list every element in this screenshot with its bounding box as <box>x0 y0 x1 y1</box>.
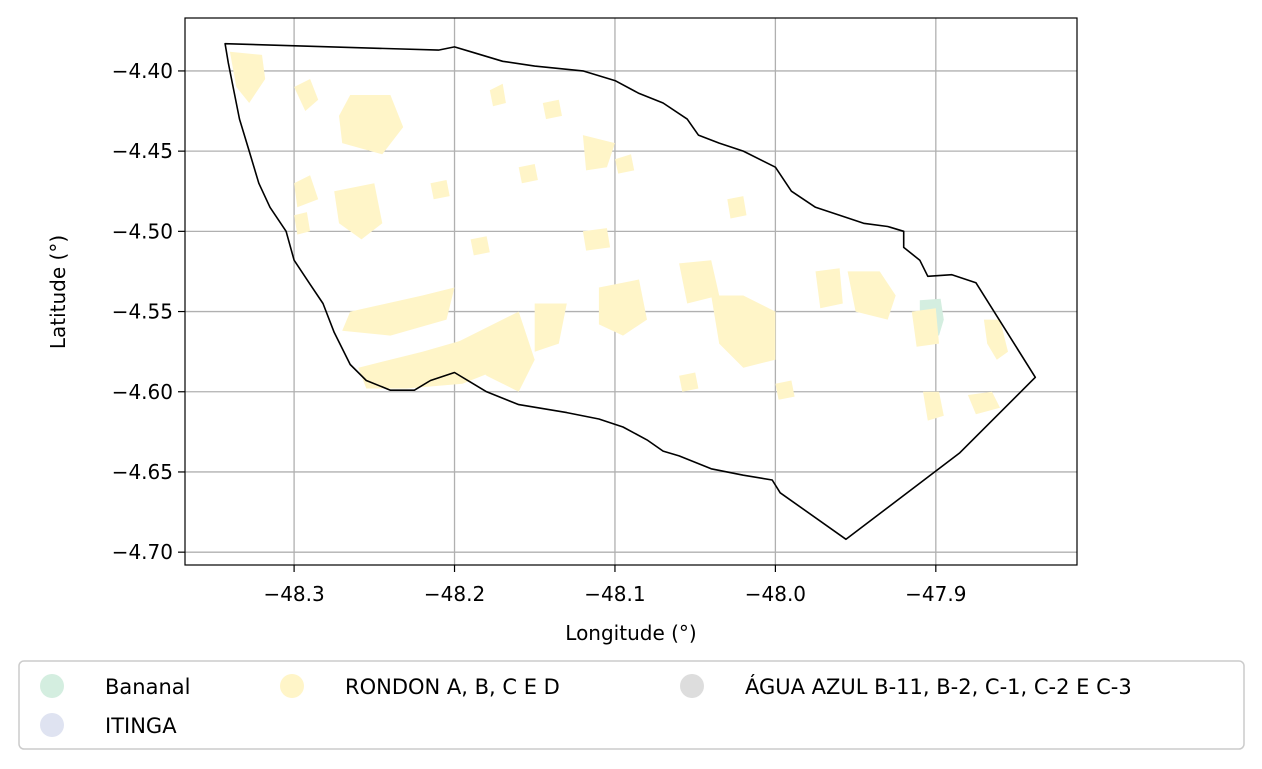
concession-polygon <box>430 180 450 200</box>
concession-polygon <box>334 183 383 240</box>
concession-polygon <box>294 175 319 208</box>
x-tick-label: −48.1 <box>584 582 645 606</box>
x-tick-label: −48.0 <box>745 582 806 606</box>
concession-polygon <box>339 95 404 155</box>
concession-polygon <box>679 372 699 392</box>
legend-box <box>18 660 1245 750</box>
concession-polygon <box>342 287 455 336</box>
concession-polygon <box>542 99 562 120</box>
y-tick-label: −4.55 <box>112 300 173 324</box>
series-2 <box>229 51 1008 421</box>
concession-polygon <box>679 260 720 304</box>
concession-polygon <box>489 83 506 107</box>
x-axis-label: Longitude (°) <box>565 621 696 645</box>
concession-polygon <box>470 236 490 256</box>
y-tick-label: −4.40 <box>112 59 173 83</box>
concession-polygon <box>847 271 896 320</box>
concession-polygon <box>911 308 939 347</box>
y-tick-label: −4.70 <box>112 540 173 564</box>
legend-marker <box>40 713 64 737</box>
legend-label: ÁGUA AZUL B-11, B-2, C-1, C-2 E C-3 <box>745 674 1132 699</box>
concession-polygon <box>815 268 843 309</box>
y-axis-label: Latitude (°) <box>46 235 70 349</box>
y-axis-ticks: −4.40 −4.45 −4.50 −4.55 −4.60 −4.65 −4.70 <box>112 59 185 564</box>
concession-polygons <box>229 51 1008 421</box>
legend-label: ITINGA <box>105 714 177 738</box>
concession-polygon <box>727 196 747 219</box>
x-axis-ticks: −48.3 −48.2 −48.1 −48.0 −47.9 <box>263 565 966 606</box>
concession-polygon <box>923 391 944 421</box>
y-tick-label: −4.50 <box>112 219 173 243</box>
legend-marker <box>40 674 64 698</box>
x-tick-label: −48.2 <box>424 582 485 606</box>
y-tick-label: −4.60 <box>112 380 173 404</box>
concession-polygon <box>294 79 319 111</box>
concession-polygon <box>775 380 795 400</box>
concession-polygon <box>454 311 535 392</box>
concession-polygon <box>711 295 776 368</box>
x-tick-label: −47.9 <box>905 582 966 606</box>
y-tick-label: −4.45 <box>112 139 173 163</box>
legend-label: Bananal <box>105 675 190 699</box>
legend-marker <box>680 674 704 698</box>
region-boundary <box>224 42 1037 541</box>
y-tick-label: −4.65 <box>112 460 173 484</box>
concession-polygon <box>582 228 611 251</box>
concession-polygon <box>582 135 615 171</box>
x-tick-label: −48.3 <box>263 582 324 606</box>
concession-polygon <box>534 303 567 352</box>
concession-polygon <box>294 212 311 235</box>
concession-polygon <box>967 391 1000 415</box>
concession-polygon <box>518 164 538 184</box>
legend-marker <box>280 674 304 698</box>
concession-polygon <box>983 319 1008 360</box>
plot-frame <box>184 17 1078 566</box>
concession-polygon <box>229 51 266 103</box>
legend-label: RONDON A, B, C E D <box>345 675 560 699</box>
boundary-outline <box>224 42 1037 541</box>
concession-polygon <box>615 154 635 174</box>
legend: Bananal ITINGA RONDON A, B, C E D ÁGUA AZUL… <box>18 660 1245 750</box>
concession-polygon <box>598 279 647 336</box>
